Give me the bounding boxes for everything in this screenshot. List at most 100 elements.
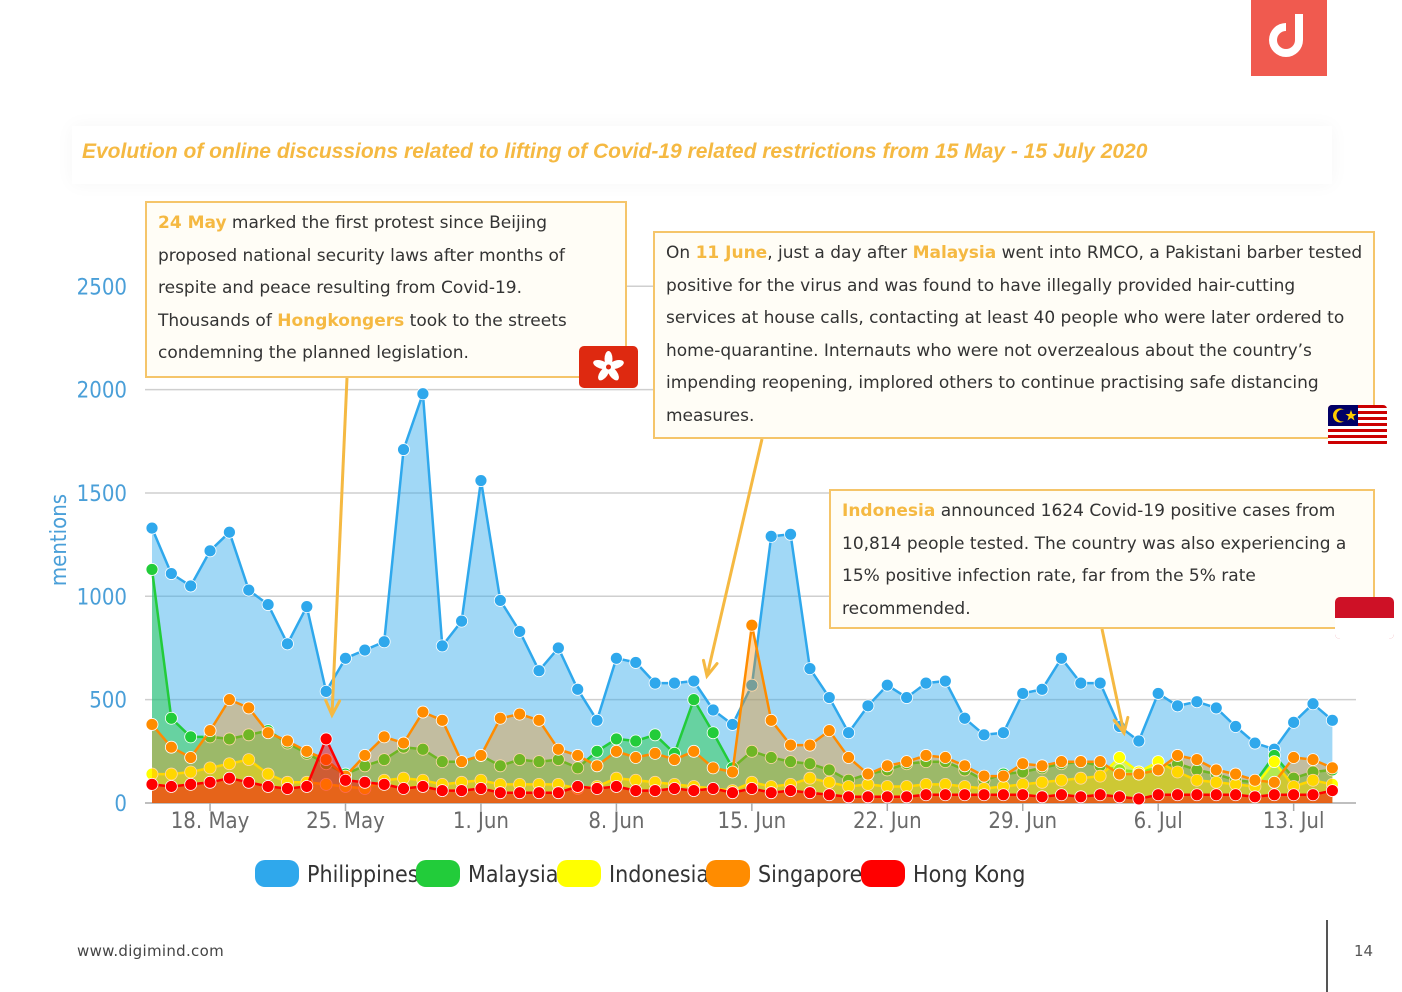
- y-tick-label: 0: [114, 792, 127, 817]
- data-point: [1074, 676, 1088, 690]
- data-point: [145, 521, 159, 535]
- page-number: 14: [1354, 942, 1374, 960]
- data-point: [281, 734, 294, 748]
- data-point: [145, 563, 159, 576]
- data-point: [1132, 792, 1146, 806]
- data-point: [861, 699, 875, 713]
- legend-swatch-philippines: [255, 860, 299, 887]
- data-point: [706, 703, 720, 717]
- data-point: [1267, 775, 1281, 789]
- data-point: [1074, 755, 1088, 769]
- data-point: [610, 780, 623, 793]
- data-point: [822, 788, 836, 802]
- data-point: [571, 780, 585, 793]
- data-point: [319, 684, 333, 698]
- data-point: [648, 728, 662, 742]
- data-point: [1209, 763, 1223, 777]
- data-point: [261, 780, 275, 793]
- data-point: [455, 755, 469, 769]
- y-tick-label: 2000: [77, 379, 127, 404]
- x-tick-label: 8. Jun: [588, 809, 644, 834]
- data-point: [1113, 767, 1126, 781]
- footer-divider: [1326, 920, 1328, 992]
- data-point: [764, 529, 778, 543]
- data-point: [997, 726, 1010, 740]
- data-point: [1093, 769, 1107, 783]
- data-point: [1287, 751, 1301, 764]
- data-point: [784, 527, 797, 541]
- data-point: [764, 751, 778, 764]
- data-point: [1035, 775, 1049, 789]
- data-point: [455, 784, 469, 797]
- data-point: [281, 782, 294, 795]
- data-point: [590, 782, 604, 795]
- data-point: [726, 765, 739, 779]
- data-point: [1113, 751, 1126, 764]
- data-point: [648, 746, 662, 760]
- data-point: [822, 724, 836, 738]
- brand-logo-icon: [1269, 14, 1303, 57]
- data-point: [203, 761, 217, 775]
- data-point: [261, 726, 275, 740]
- data-point: [493, 786, 507, 800]
- data-point: [164, 711, 178, 725]
- data-point: [493, 759, 507, 773]
- series-area-philippines: [152, 393, 1333, 803]
- malaysia-flag-icon: [1328, 405, 1387, 447]
- data-point: [300, 600, 314, 614]
- data-point: [242, 583, 256, 597]
- data-point: [281, 637, 294, 651]
- callout-my-text-0: On: [666, 243, 696, 263]
- data-point: [784, 784, 797, 797]
- callout-my-date: 11 June: [695, 243, 768, 263]
- data-point: [1306, 788, 1320, 802]
- data-point: [358, 775, 372, 789]
- data-point: [900, 691, 914, 704]
- data-point: [532, 664, 546, 678]
- data-point: [1325, 784, 1339, 797]
- data-point: [474, 749, 488, 762]
- data-point: [1035, 682, 1049, 696]
- data-point: [706, 782, 720, 795]
- callout-hk-text-2: took to the streets condemning the plann…: [158, 310, 567, 364]
- data-point: [513, 786, 527, 800]
- data-point: [726, 718, 739, 731]
- data-point: [1267, 788, 1281, 802]
- data-point: [861, 767, 875, 781]
- data-point: [222, 525, 236, 539]
- callout-hong-kong: 24 May marked the first protest since Be…: [145, 201, 627, 378]
- data-point: [1016, 788, 1030, 802]
- data-point: [1035, 790, 1049, 804]
- callout-hk-date: 24 May: [158, 213, 227, 233]
- data-point: [397, 443, 410, 456]
- chart-title: Evolution of online discussions related …: [72, 126, 1332, 184]
- data-point: [842, 751, 855, 764]
- data-point: [416, 387, 430, 401]
- legend-label-singapore: Singapore: [758, 862, 862, 888]
- data-point: [629, 734, 643, 748]
- callout-my-highlight: Malaysia: [912, 243, 997, 263]
- data-point: [1190, 695, 1204, 709]
- data-point: [1229, 720, 1242, 733]
- data-point: [919, 749, 933, 762]
- data-point: [203, 775, 217, 789]
- x-tick-label: 29. Jun: [988, 809, 1057, 834]
- data-point: [203, 544, 217, 558]
- data-point: [822, 775, 836, 789]
- data-point: [880, 678, 894, 692]
- data-point: [474, 782, 488, 795]
- arrow-indonesia: [1100, 628, 1126, 734]
- data-point: [745, 678, 759, 692]
- x-tick-label: 13. Jul: [1263, 809, 1325, 834]
- data-point: [822, 691, 836, 704]
- callout-my-text-2: went into RMCO, a Pakistani barber teste…: [666, 243, 1363, 426]
- data-point: [1055, 755, 1068, 769]
- data-point: [668, 753, 681, 766]
- x-tick-label: 6. Jul: [1134, 809, 1183, 834]
- data-point: [184, 765, 198, 779]
- data-point: [184, 777, 198, 791]
- data-point: [997, 788, 1010, 802]
- data-point: [261, 598, 275, 611]
- data-point: [745, 618, 759, 632]
